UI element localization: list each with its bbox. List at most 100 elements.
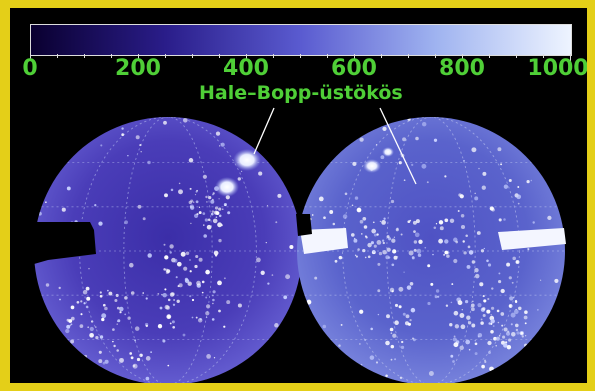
star (482, 171, 487, 176)
colorbar-tick (408, 54, 409, 58)
star (532, 221, 535, 224)
star (462, 240, 465, 243)
star (70, 323, 73, 326)
star (498, 218, 502, 222)
star (205, 311, 210, 316)
star (490, 318, 495, 324)
star (212, 290, 216, 294)
star (417, 253, 422, 257)
star (415, 219, 420, 224)
star (85, 286, 90, 291)
star (61, 207, 66, 212)
star (508, 276, 512, 280)
star (432, 253, 434, 256)
star (88, 267, 90, 270)
star (359, 343, 361, 345)
star (83, 302, 86, 305)
star (406, 285, 412, 290)
star (172, 325, 176, 329)
star (116, 306, 120, 310)
star (70, 305, 75, 310)
star (526, 353, 531, 358)
star (271, 274, 274, 276)
star (444, 250, 449, 255)
star (438, 238, 443, 244)
star (521, 335, 524, 338)
star (277, 193, 282, 198)
star (351, 204, 354, 207)
star (465, 234, 468, 237)
star (457, 300, 463, 306)
star (189, 295, 192, 298)
star (212, 193, 214, 196)
star (400, 345, 405, 350)
star (408, 250, 414, 256)
star (178, 182, 181, 185)
star (412, 220, 417, 225)
star (512, 256, 516, 261)
star (439, 226, 444, 231)
star (372, 221, 375, 224)
star (256, 257, 261, 263)
star (386, 314, 390, 319)
star (510, 312, 516, 318)
star (190, 199, 194, 203)
star (215, 216, 218, 219)
star (373, 244, 377, 248)
star (514, 300, 518, 304)
star (198, 211, 202, 215)
star (89, 326, 94, 332)
star (460, 224, 466, 230)
comet-pointer-right (379, 107, 417, 185)
star (65, 328, 70, 334)
colorbar-tick (246, 54, 247, 61)
star (104, 359, 109, 364)
star (100, 144, 103, 147)
star (399, 376, 403, 380)
star (424, 246, 427, 249)
star (489, 366, 494, 372)
comet-image-upper (233, 149, 261, 171)
star (127, 155, 129, 157)
star (474, 192, 476, 195)
star (265, 241, 267, 244)
star (513, 309, 519, 315)
star (468, 348, 471, 351)
star (117, 319, 121, 323)
star (38, 211, 42, 216)
star (359, 219, 364, 224)
star (487, 340, 492, 346)
star (98, 350, 102, 354)
star (87, 326, 90, 329)
star (359, 309, 364, 314)
star (201, 280, 205, 284)
star (459, 313, 465, 318)
star (524, 310, 528, 314)
star (450, 301, 453, 304)
star (147, 253, 152, 258)
star (380, 155, 385, 160)
star (116, 323, 118, 325)
star (95, 326, 97, 328)
star (66, 324, 71, 329)
star (353, 238, 358, 243)
star (444, 239, 449, 244)
star (124, 313, 127, 316)
colorbar-tick (543, 54, 544, 58)
star (275, 221, 278, 224)
star (285, 274, 291, 280)
star (237, 303, 242, 308)
star (463, 251, 467, 255)
star (476, 231, 481, 235)
star (130, 291, 135, 295)
left-grid (34, 117, 302, 383)
star (99, 335, 104, 339)
star (497, 147, 502, 152)
star (129, 262, 134, 268)
star (306, 299, 312, 305)
star (119, 357, 124, 363)
star (483, 247, 485, 250)
star (188, 158, 194, 163)
star (184, 278, 190, 284)
